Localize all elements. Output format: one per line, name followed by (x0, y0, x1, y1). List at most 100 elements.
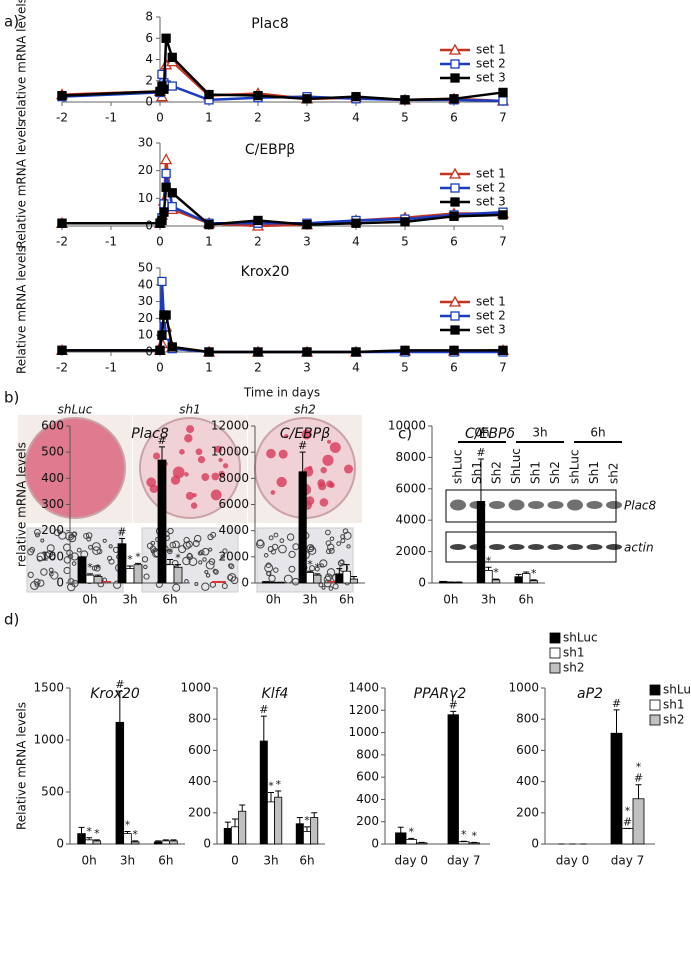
y-tick-label: 400 (516, 774, 539, 788)
marker (303, 221, 311, 229)
significance-mark: * (87, 561, 93, 574)
x-tick-label: 0 (231, 854, 239, 868)
bar (78, 557, 86, 583)
legend-marker (451, 326, 459, 334)
bar (124, 834, 132, 844)
x-axis-label: Time in days (243, 386, 320, 400)
x-tick-label: 6 (450, 111, 458, 125)
time-label: 3h (532, 426, 547, 440)
y-tick-label: 600 (516, 743, 539, 757)
colony (223, 463, 228, 468)
x-tick-label: day 7 (611, 854, 645, 868)
band (587, 501, 603, 509)
bar (267, 802, 274, 844)
marker (156, 346, 164, 354)
y-tick-label: 600 (356, 770, 379, 784)
colony (150, 484, 159, 493)
y-tick-label: 4000 (218, 523, 249, 537)
significance-mark: * (95, 562, 101, 575)
marker (450, 212, 458, 220)
colony (318, 482, 326, 490)
marker (168, 82, 176, 90)
x-tick-label: 6h (519, 593, 534, 607)
y-tick-label: 0 (145, 219, 153, 233)
y-tick-label: 0 (418, 576, 426, 590)
x-tick-label: -2 (56, 111, 68, 125)
y-tick-label: 1000 (508, 681, 539, 695)
x-tick-label: 5 (401, 235, 409, 249)
x-tick-label: 0h (443, 593, 458, 607)
y-axis-label: Relative mRNA levels (15, 120, 29, 248)
y-tick-label: 1500 (33, 681, 64, 695)
significance-mark: # (117, 526, 126, 539)
x-tick-label: day 0 (394, 854, 428, 868)
legend-marker (451, 198, 459, 206)
significance-mark: * (167, 546, 173, 559)
colony (308, 466, 312, 470)
y-tick-label: 1400 (348, 681, 379, 695)
marker (168, 189, 176, 197)
y-tick-label: 0 (203, 837, 211, 851)
bar (485, 570, 493, 583)
y-tick-label: 400 (188, 774, 211, 788)
legend-label: set 3 (476, 195, 506, 209)
lane-label: ShLuc (509, 448, 523, 484)
marker (160, 85, 168, 93)
marker (58, 219, 66, 227)
y-tick-label: 200 (356, 814, 379, 828)
x-tick-label: 3h (302, 593, 317, 607)
band (587, 544, 603, 550)
x-tick-label: 5 (401, 361, 409, 375)
marker (254, 348, 262, 356)
marker (162, 34, 170, 42)
marker (168, 343, 176, 351)
legend-label: shLuc (663, 683, 691, 697)
bar (306, 573, 313, 583)
band (606, 544, 622, 550)
colony (191, 502, 197, 508)
x-tick-label: 7 (499, 361, 507, 375)
marker (303, 348, 311, 356)
colony (196, 448, 203, 455)
x-tick-label: 3h (263, 854, 278, 868)
significance-mark: * (625, 804, 631, 817)
x-tick-label: 3 (303, 111, 311, 125)
band-label: actin (624, 541, 654, 555)
bar (477, 501, 485, 583)
y-axis-label: Relative mRNA levels (15, 702, 29, 830)
band (567, 544, 583, 550)
marker (205, 221, 213, 229)
colony (305, 496, 314, 505)
panel-label: d) (4, 611, 19, 629)
significance-mark: * (307, 558, 313, 571)
bar (459, 842, 470, 844)
y-tick-label: 400 (41, 471, 64, 485)
x-tick-label: 0h (266, 593, 281, 607)
band (548, 544, 564, 550)
marker (158, 331, 166, 339)
bar (515, 577, 523, 583)
colony (279, 450, 288, 459)
y-tick-label: 0 (56, 837, 64, 851)
bar (118, 544, 126, 583)
y-tick-label: 10000 (388, 419, 426, 433)
x-tick-label: 0 (156, 235, 164, 249)
significance-mark: # (612, 697, 621, 710)
bar (469, 843, 480, 844)
band (489, 544, 505, 550)
bar (166, 565, 174, 583)
colony (276, 477, 286, 487)
bar (350, 579, 357, 583)
x-tick-label: 1 (205, 111, 213, 125)
x-tick-label: 6 (450, 235, 458, 249)
x-tick-label: 4 (352, 111, 360, 125)
significance-mark: # (449, 698, 458, 711)
lane-label: Sh1 (470, 461, 484, 484)
marker (401, 96, 409, 104)
bar (239, 811, 246, 844)
marker (160, 208, 168, 216)
y-tick-label: 0 (241, 576, 249, 590)
marker (205, 91, 213, 99)
colony (266, 449, 276, 459)
